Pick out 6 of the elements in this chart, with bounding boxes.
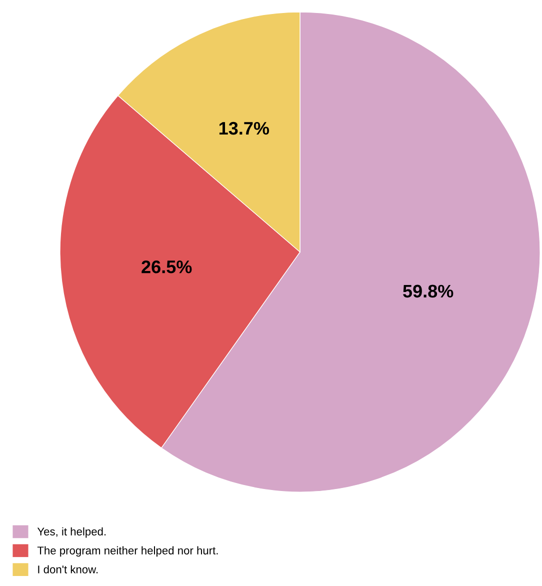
legend-label: Yes, it helped. (37, 527, 106, 538)
legend-label: The program neither helped nor hurt. (37, 546, 218, 557)
data-label: 13.7% (219, 122, 270, 135)
legend-label: I don't know. (38, 565, 98, 574)
data-label: 26.5% (142, 260, 192, 274)
data-label: 59.8% (403, 284, 454, 298)
